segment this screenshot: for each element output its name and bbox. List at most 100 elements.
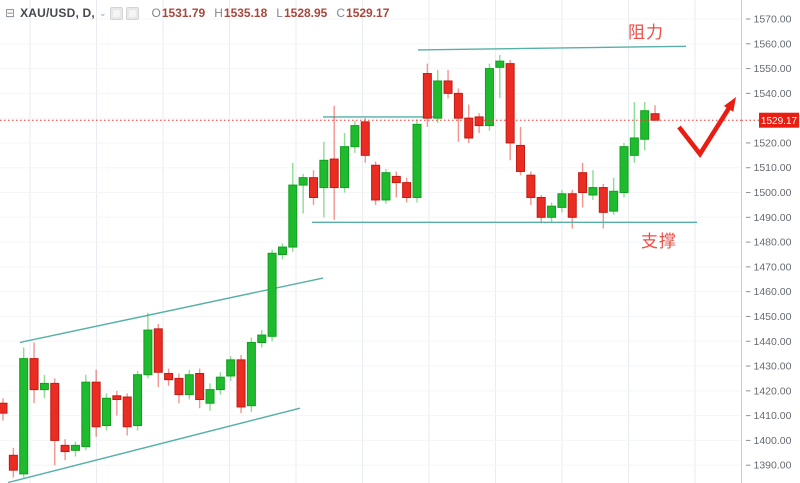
legend-eye-icon[interactable] xyxy=(110,6,124,20)
candle-down xyxy=(536,196,546,218)
axis-tick-label: 1460.00 xyxy=(754,286,792,298)
candle-up xyxy=(81,381,91,448)
candle-up xyxy=(257,334,267,343)
candle-up xyxy=(226,359,236,377)
up-arrow-drawing[interactable] xyxy=(677,106,731,158)
candle-down xyxy=(443,80,453,94)
price-axis-panel[interactable] xyxy=(741,0,800,483)
candle-down xyxy=(526,174,536,198)
axis-tick-label: 1410.00 xyxy=(754,410,792,422)
candle-up xyxy=(298,177,308,186)
candle-down xyxy=(50,382,60,441)
ohlc-readout: O1531.79 H1535.18 L1528.95 C1529.17 xyxy=(151,6,398,20)
candle-up xyxy=(319,159,329,189)
candle-up xyxy=(19,358,29,475)
candle-up xyxy=(340,146,350,189)
axis-tick-label: 1400.00 xyxy=(754,435,792,447)
candle-up xyxy=(350,125,360,148)
candle-up xyxy=(433,80,443,119)
candle-up xyxy=(133,374,143,427)
candle-up xyxy=(184,374,194,396)
axis-tick-label: 1440.00 xyxy=(754,336,792,348)
candle-up xyxy=(495,60,505,68)
candle-down xyxy=(174,377,184,396)
symbol-title[interactable]: XAU/USD, D, xyxy=(20,6,95,20)
candle-down xyxy=(578,172,588,194)
candle-down xyxy=(112,395,122,401)
candle-up xyxy=(381,172,391,201)
candle-down xyxy=(516,144,525,172)
candle-up xyxy=(215,376,225,391)
candle-up xyxy=(246,341,256,407)
candle-down xyxy=(371,164,381,201)
candle-down xyxy=(391,175,401,184)
last-price-badge[interactable] xyxy=(759,112,799,128)
ohlc-o: O1531.79 xyxy=(151,6,206,20)
support-label[interactable]: 支撑 xyxy=(641,232,677,251)
candle-down xyxy=(29,358,39,391)
candle-down xyxy=(598,187,608,213)
axis-tick-label: 1420.00 xyxy=(754,385,792,397)
candle-down xyxy=(91,381,101,428)
candle-up xyxy=(588,187,598,196)
candle-up xyxy=(143,329,153,376)
resistance-line[interactable] xyxy=(417,45,687,51)
resistance-label[interactable]: 阻力 xyxy=(628,23,664,42)
collapse-icon[interactable]: ⊟ xyxy=(5,6,16,20)
candle-down xyxy=(567,193,577,218)
candle-down xyxy=(453,92,463,119)
axis-tick-label: 1450.00 xyxy=(754,311,792,323)
candle-down xyxy=(505,63,515,144)
candle-up xyxy=(547,205,557,218)
axis-tick-label: 1430.00 xyxy=(754,361,792,373)
channel-lower[interactable] xyxy=(7,407,301,483)
last-price-badge-text: 1529.17 xyxy=(761,116,798,127)
candle-down xyxy=(402,182,412,198)
candle-down xyxy=(0,402,8,414)
candle-up xyxy=(619,146,629,194)
ohlc-h: H1535.18 xyxy=(214,6,268,20)
candle-down xyxy=(236,359,246,408)
candle-up xyxy=(267,252,277,337)
candle-up xyxy=(288,184,298,248)
up-arrow-head[interactable] xyxy=(723,97,736,112)
axis-tick-label: 1550.00 xyxy=(754,63,792,75)
candle-up xyxy=(412,123,422,198)
candle-down xyxy=(422,73,432,119)
axis-tick-label: 1480.00 xyxy=(754,237,792,249)
chart-legend: ⊟ XAU/USD, D, ⌄ O1531.79 H1535.18 L1528.95… xyxy=(5,6,398,20)
ohlc-l: L1528.95 xyxy=(276,6,328,20)
candle-up xyxy=(39,382,49,391)
candle-down xyxy=(309,177,318,198)
candle-down xyxy=(464,117,474,139)
axis-tick-label: 1560.00 xyxy=(754,38,792,50)
axis-tick-label: 1500.00 xyxy=(754,187,792,199)
candle-down xyxy=(164,372,174,381)
candle-down xyxy=(122,396,132,428)
legend-settings-icon[interactable] xyxy=(126,6,140,20)
ohlc-c: C1529.17 xyxy=(336,6,390,20)
axis-tick-label: 1510.00 xyxy=(754,162,792,174)
candle-down xyxy=(474,116,484,127)
candle-down xyxy=(195,372,205,401)
candle-up xyxy=(277,246,287,255)
candle-up xyxy=(640,110,650,140)
axis-tick-label: 1390.00 xyxy=(754,460,792,472)
candle-down xyxy=(360,121,370,156)
chevron-down-icon[interactable]: ⌄ xyxy=(98,7,107,18)
axis-tick-label: 1490.00 xyxy=(754,212,792,224)
axis-tick-label: 1520.00 xyxy=(754,137,792,149)
candle-down xyxy=(8,454,18,471)
candle-up xyxy=(205,389,215,404)
candle-down xyxy=(329,158,339,189)
candle-up xyxy=(70,444,80,451)
candle-down xyxy=(60,444,70,453)
candle-up xyxy=(629,137,639,156)
axis-tick-label: 1540.00 xyxy=(754,88,792,100)
candle-down xyxy=(153,328,163,373)
axis-tick-label: 1570.00 xyxy=(754,14,792,26)
axis-tick-label: 1470.00 xyxy=(754,261,792,273)
